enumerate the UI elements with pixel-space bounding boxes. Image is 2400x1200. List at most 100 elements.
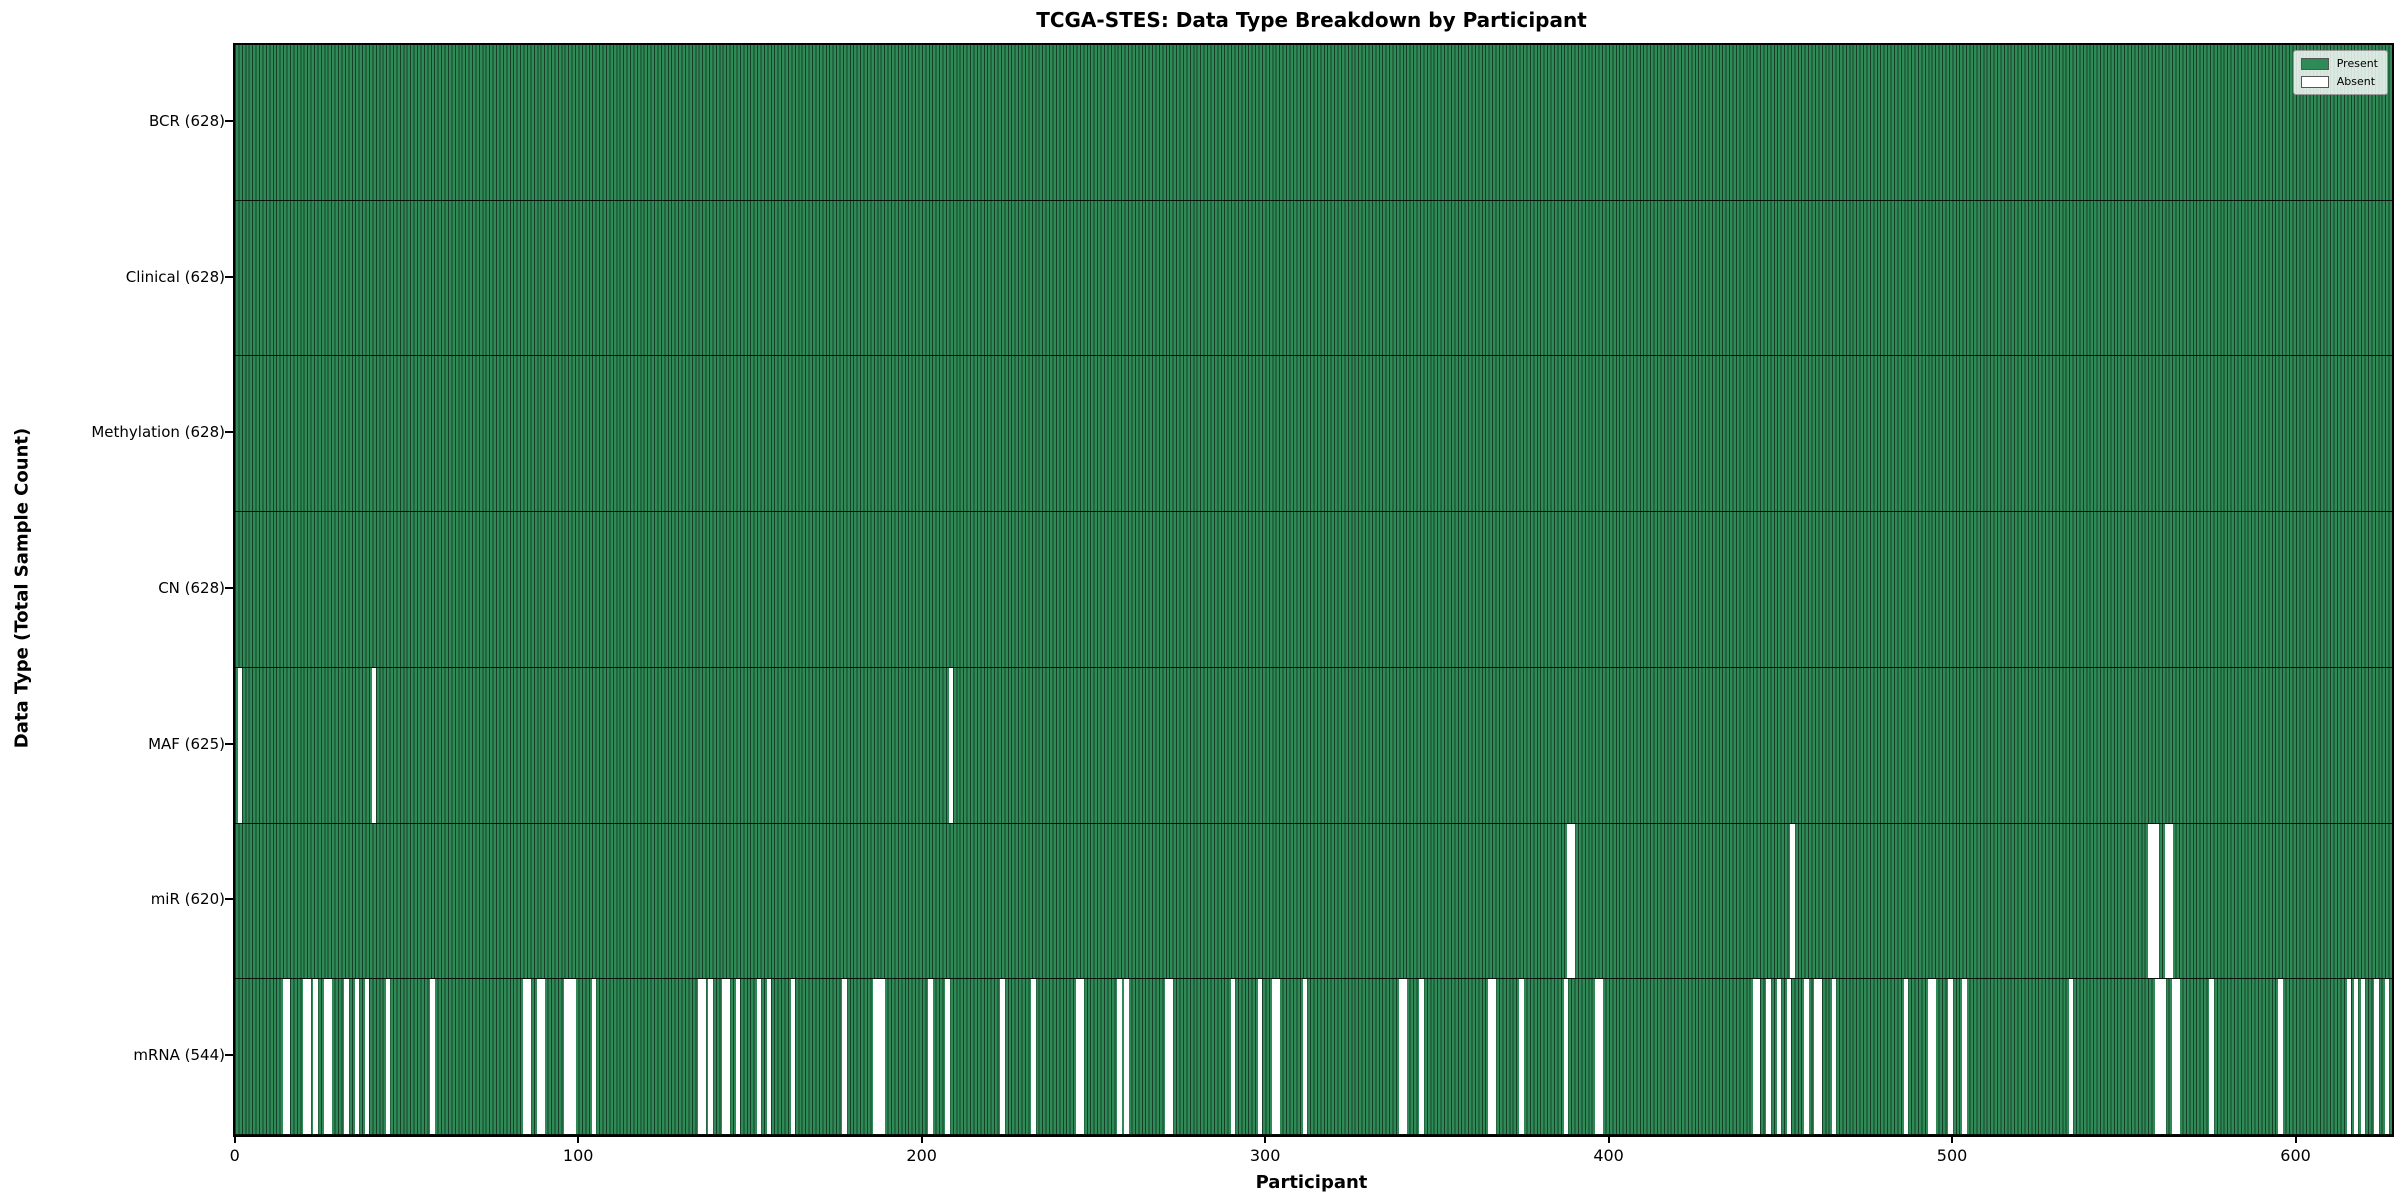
absent-gap — [1271, 979, 1277, 1135]
absent-gap — [1302, 979, 1308, 1135]
absent-gap — [1076, 979, 1081, 1135]
absent-gap — [1598, 979, 1603, 1135]
absent-gap — [2353, 979, 2359, 1135]
y-tick-label-mir: miR (620) — [150, 890, 225, 909]
absent-gap — [1419, 979, 1424, 1135]
absent-gap — [790, 979, 796, 1135]
absent-gap — [1594, 979, 1600, 1135]
absent-gap — [2154, 979, 2159, 1135]
legend-swatch-absent — [2300, 75, 2329, 88]
legend-label-present: Present — [2336, 57, 2378, 70]
y-tick-mark — [225, 742, 233, 745]
absent-gap — [286, 979, 291, 1135]
absent-gap — [2161, 979, 2166, 1135]
absent-gap — [1948, 979, 1953, 1135]
absent-gap — [306, 979, 312, 1135]
absent-gap — [722, 979, 727, 1135]
x-tick-label-300: 300 — [1249, 1146, 1281, 1165]
absent-gap — [371, 667, 377, 823]
legend-item-present: Present — [2300, 57, 2378, 70]
absent-gap — [708, 979, 713, 1135]
absent-gap — [1570, 823, 1576, 979]
absent-gap — [1790, 823, 1795, 979]
absent-gap — [1491, 979, 1497, 1135]
absent-gap — [2346, 979, 2352, 1135]
x-tick-label-600: 600 — [2280, 1146, 2311, 1165]
absent-gap — [237, 667, 243, 823]
chart-title: TCGA-STES: Data Type Breakdown by Partic… — [1036, 8, 1587, 32]
y-tick-label-maf: MAF (625) — [148, 734, 225, 753]
absent-gap — [1124, 979, 1129, 1135]
absent-gap — [756, 979, 761, 1135]
row-mir — [235, 823, 2392, 980]
absent-gap — [1752, 979, 1758, 1135]
absent-gap — [1804, 979, 1809, 1135]
absent-gap — [2151, 823, 2156, 979]
absent-gap — [571, 979, 576, 1135]
y-tick-label-bcr: BCR (628) — [148, 111, 225, 130]
absent-gap — [2157, 979, 2163, 1135]
y-tick-label-methylation: Methylation (628) — [91, 423, 225, 442]
row-mrna — [235, 979, 2392, 1136]
absent-gap — [1519, 979, 1524, 1135]
absent-gap — [1927, 979, 1933, 1135]
absent-gap — [282, 979, 287, 1135]
absent-gap — [2164, 823, 2170, 979]
x-tick-mark — [577, 1135, 580, 1143]
x-tick-mark — [1951, 1135, 1954, 1143]
y-tick-label-cn: CN (628) — [158, 579, 225, 597]
absent-gap — [1814, 979, 1819, 1135]
absent-gap — [303, 979, 308, 1135]
absent-gap — [880, 979, 885, 1135]
absent-gap — [876, 979, 882, 1135]
absent-gap — [2209, 979, 2214, 1135]
absent-gap — [1931, 979, 1936, 1135]
absent-gap — [2360, 979, 2365, 1135]
absent-gap — [735, 979, 741, 1135]
legend-label-absent: Absent — [2336, 75, 2376, 88]
absent-gap — [1962, 979, 1967, 1135]
y-tick-mark — [225, 431, 233, 434]
absent-gap — [567, 979, 573, 1135]
absent-gap — [701, 979, 707, 1135]
x-tick-mark — [920, 1135, 923, 1143]
absent-gap — [1831, 979, 1837, 1135]
absent-gap — [591, 979, 597, 1135]
absent-gap — [1488, 979, 1493, 1135]
absent-gap — [323, 979, 329, 1135]
absent-gap — [1000, 979, 1005, 1135]
x-tick-mark — [1264, 1135, 1267, 1143]
absent-gap — [725, 979, 731, 1135]
absent-gap — [1398, 979, 1404, 1135]
legend-swatch-present — [2300, 57, 2329, 70]
x-tick-label-0: 0 — [229, 1146, 240, 1165]
absent-gap — [945, 979, 950, 1135]
absent-gap — [354, 979, 360, 1135]
x-tick-label-400: 400 — [1593, 1146, 1624, 1165]
absent-gap — [1275, 979, 1280, 1135]
absent-gap — [526, 979, 531, 1135]
y-tick-mark — [225, 898, 233, 901]
absent-gap — [1079, 979, 1084, 1135]
y-tick-mark — [225, 587, 233, 589]
absent-gap — [1230, 979, 1235, 1135]
absent-gap — [1168, 979, 1174, 1135]
row-cn — [235, 512, 2392, 668]
absent-gap — [344, 979, 349, 1135]
legend: Present Absent — [2292, 50, 2388, 95]
absent-gap — [1563, 979, 1569, 1135]
absent-gap — [2384, 979, 2390, 1135]
plot-area: Present Absent — [233, 43, 2394, 1137]
absent-gap — [1786, 979, 1792, 1135]
absent-gap — [2154, 823, 2159, 979]
absent-gap — [1817, 979, 1823, 1135]
absent-gap — [385, 979, 391, 1135]
absent-gap — [2374, 979, 2379, 1135]
legend-item-absent: Absent — [2300, 75, 2378, 88]
y-tick-label-clinical: Clinical (628) — [125, 267, 225, 286]
x-tick-label-100: 100 — [562, 1146, 594, 1165]
y-tick-mark — [225, 275, 233, 278]
row-bcr — [235, 45, 2392, 201]
x-tick-mark — [233, 1135, 236, 1143]
